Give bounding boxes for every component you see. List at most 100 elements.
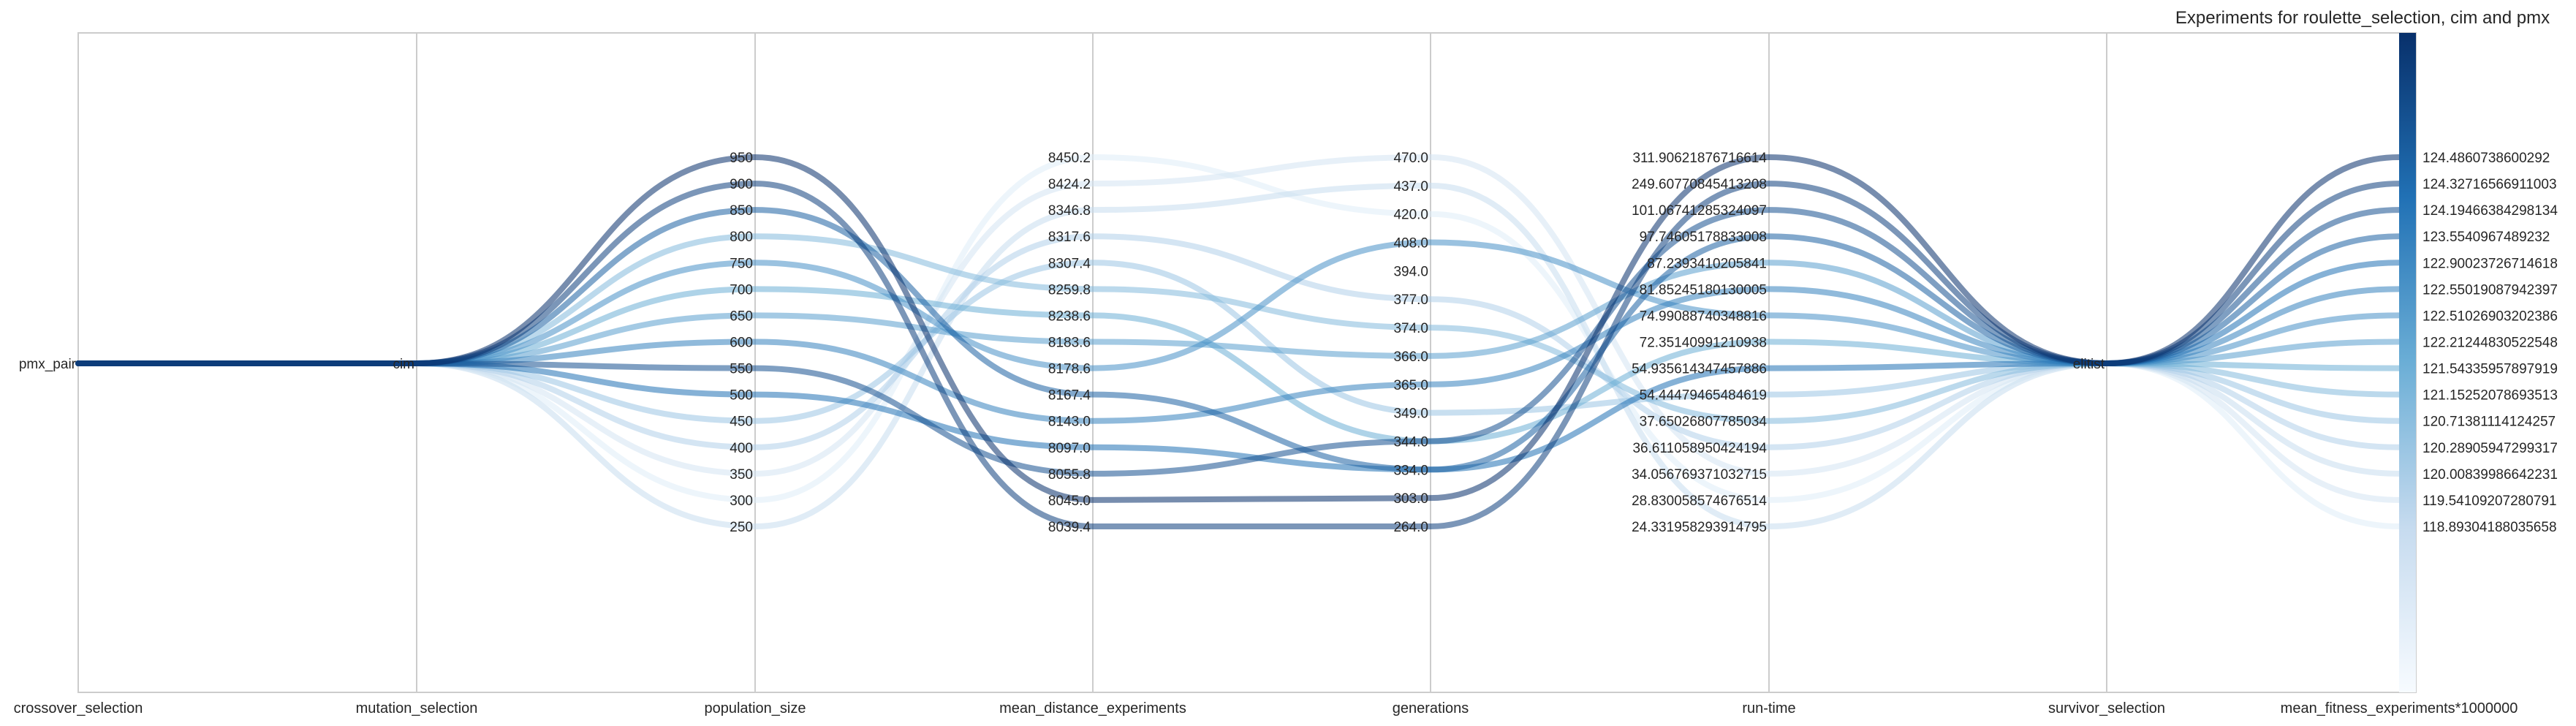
tick-mean_fitness: 122.21244830522548 <box>2422 336 2558 351</box>
ticks-layer: pmx_pair cim 950 900 850 800 750 700 650 600 550 50… <box>19 151 2558 535</box>
axis-label-run_time: run-time <box>1742 700 1795 716</box>
tick-run_time: 34.056769371032715 <box>1632 467 1767 483</box>
tick-run_time: 311.90621876716614 <box>1632 151 1767 166</box>
tick-population_size: 650 <box>730 309 753 324</box>
tick-run_time: 74.99088740348816 <box>1640 309 1767 324</box>
series-curve <box>75 207 2402 473</box>
series-curve <box>75 154 2402 529</box>
tick-mean_distance_experiments: 8238.6 <box>1048 309 1091 324</box>
tick-population_size: 550 <box>730 362 753 377</box>
tick-run_time: 24.331958293914795 <box>1632 520 1767 535</box>
tick-population_size: 500 <box>730 388 753 404</box>
series-curve <box>75 239 2402 371</box>
tick-run_time: 54.44479465484619 <box>1640 388 1767 404</box>
tick-crossover_selection: pmx_pair <box>19 357 77 372</box>
tick-population_size: 850 <box>730 203 753 219</box>
tick-run_time: 36.611058950424194 <box>1632 441 1767 456</box>
tick-mean_fitness: 121.15252078693513 <box>2422 388 2558 404</box>
tick-mean_fitness: 118.89304188035658 <box>2422 520 2557 535</box>
series-curve <box>75 260 2402 424</box>
tick-generations: 420.0 <box>1393 208 1428 223</box>
tick-generations: 344.0 <box>1393 434 1428 450</box>
tick-mean_fitness: 124.19466384298134 <box>2422 203 2558 219</box>
series-curve <box>75 154 2402 503</box>
tick-mean_distance_experiments: 8055.8 <box>1048 467 1091 483</box>
tick-population_size: 400 <box>730 441 753 456</box>
tick-population_size: 900 <box>730 177 753 192</box>
axis-label-population_size: population_size <box>705 700 806 716</box>
series-curve <box>75 207 2402 477</box>
tick-population_size: 750 <box>730 256 753 271</box>
tick-run_time: 72.35140991210938 <box>1640 336 1767 351</box>
tick-mean_distance_experiments: 8307.4 <box>1048 256 1091 271</box>
tick-mean_distance_experiments: 8097.0 <box>1048 441 1091 456</box>
tick-mutation_selection: cim <box>393 357 414 372</box>
axis-label-mean_fitness: mean_fitness_experiments*1000000 <box>2281 700 2518 716</box>
tick-generations: 366.0 <box>1393 349 1428 365</box>
series-curve <box>75 182 2402 530</box>
tick-population_size: 800 <box>730 230 753 245</box>
tick-generations: 374.0 <box>1393 321 1428 336</box>
tick-population_size: 450 <box>730 415 753 430</box>
tick-run_time: 97.74605178833008 <box>1640 230 1767 245</box>
tick-mean_distance_experiments: 8317.6 <box>1048 230 1091 245</box>
tick-survivor_selection: elitist <box>2073 357 2105 372</box>
tick-mean_distance_experiments: 8346.8 <box>1048 203 1091 219</box>
tick-mean_fitness: 123.5540967489232 <box>2422 230 2550 245</box>
tick-population_size: 950 <box>730 151 753 166</box>
tick-mean_distance_experiments: 8183.6 <box>1048 336 1091 351</box>
tick-mean_fitness: 120.71381114124257 <box>2422 415 2556 430</box>
tick-mean_distance_experiments: 8259.8 <box>1048 282 1091 298</box>
tick-run_time: 101.06741285324097 <box>1632 203 1767 219</box>
tick-generations: 303.0 <box>1393 491 1428 507</box>
tick-generations: 365.0 <box>1393 378 1428 393</box>
tick-generations: 437.0 <box>1393 179 1428 194</box>
tick-mean_fitness: 121.54335957897919 <box>2422 362 2558 377</box>
axes-layer <box>416 33 2107 692</box>
tick-run_time: 81.85245180130005 <box>1640 282 1767 298</box>
tick-mean_distance_experiments: 8045.0 <box>1048 494 1091 509</box>
tick-generations: 394.0 <box>1393 264 1428 279</box>
series-curve <box>75 233 2402 424</box>
tick-population_size: 600 <box>730 336 753 351</box>
tick-population_size: 350 <box>730 467 753 483</box>
tick-mean_distance_experiments: 8039.4 <box>1048 520 1091 535</box>
colorbar <box>2399 33 2416 692</box>
tick-generations: 349.0 <box>1393 407 1428 422</box>
tick-generations: 470.0 <box>1393 151 1428 166</box>
tick-run_time: 87.2393410205841 <box>1647 256 1767 271</box>
tick-population_size: 250 <box>730 520 753 535</box>
tick-mean_distance_experiments: 8424.2 <box>1048 177 1091 192</box>
axis-labels-layer: crossover_selection mutation_selection pop… <box>14 700 2518 716</box>
tick-generations: 264.0 <box>1393 520 1428 535</box>
tick-generations: 377.0 <box>1393 292 1428 308</box>
axis-label-mean_distance_experiments: mean_distance_experiments <box>999 700 1186 716</box>
series-curve <box>75 260 2402 367</box>
tick-mean_distance_experiments: 8167.4 <box>1048 388 1091 404</box>
tick-mean_distance_experiments: 8143.0 <box>1048 415 1091 430</box>
tick-population_size: 700 <box>730 282 753 298</box>
tick-run_time: 54.935614347457886 <box>1632 362 1767 377</box>
tick-mean_fitness: 120.00839986642231 <box>2422 467 2558 483</box>
tick-mean_fitness: 124.4860738600292 <box>2422 151 2550 166</box>
tick-mean_fitness: 122.51026903202386 <box>2422 309 2558 324</box>
chart-title: Experiments for roulette_selection, cim … <box>2175 8 2550 28</box>
axis-label-survivor_selection: survivor_selection <box>2048 700 2165 716</box>
tick-mean_fitness: 122.55019087942397 <box>2422 282 2558 298</box>
tick-run_time: 37.65026807785034 <box>1640 415 1768 430</box>
axis-label-crossover_selection: crossover_selection <box>14 700 143 716</box>
tick-mean_fitness: 119.54109207280791 <box>2422 494 2557 509</box>
tick-run_time: 28.830058574676514 <box>1632 494 1767 509</box>
tick-mean_fitness: 122.90023726714618 <box>2422 256 2558 271</box>
tick-population_size: 300 <box>730 494 753 509</box>
tick-mean_fitness: 124.32716566911003 <box>2422 177 2557 192</box>
axis-label-mutation_selection: mutation_selection <box>356 700 478 716</box>
axis-label-generations: generations <box>1393 700 1469 716</box>
tick-mean_distance_experiments: 8178.6 <box>1048 362 1091 377</box>
tick-mean_fitness: 120.28905947299317 <box>2422 441 2558 456</box>
series-curve <box>75 154 2402 503</box>
tick-generations: 408.0 <box>1393 236 1428 252</box>
curves-layer <box>75 154 2402 530</box>
tick-run_time: 249.60770845413208 <box>1632 177 1767 192</box>
